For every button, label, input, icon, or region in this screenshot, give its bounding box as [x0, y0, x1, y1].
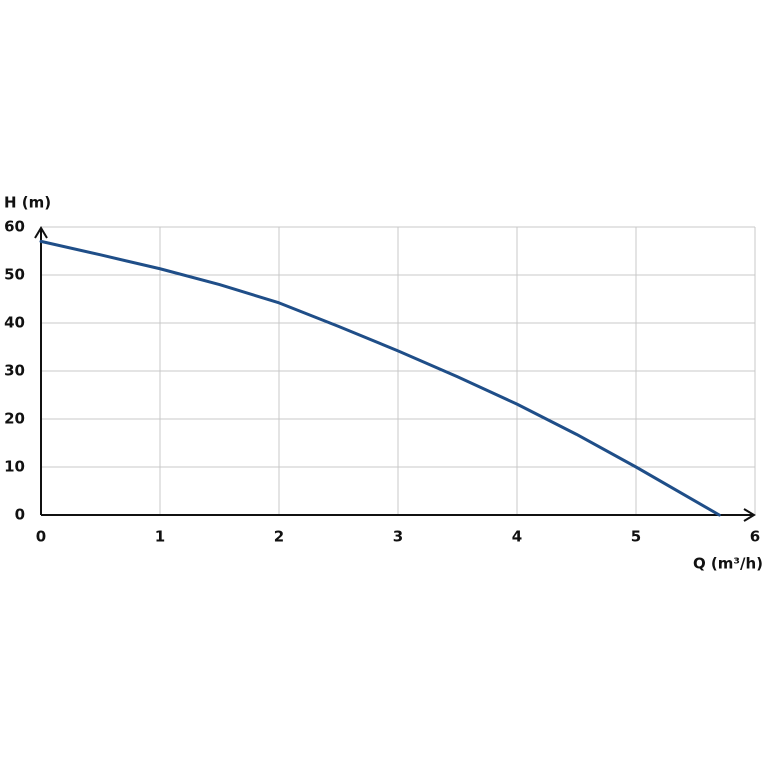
x-axis-label: Q (m³/h) — [693, 555, 763, 573]
y-tick-label: 50 — [4, 266, 25, 284]
x-tick-label: 3 — [393, 528, 403, 546]
curve — [39, 239, 721, 517]
x-tick-label: 0 — [36, 528, 46, 546]
y-arrow — [34, 226, 48, 239]
x-tick-label: 2 — [274, 528, 284, 546]
x-arrow — [743, 508, 756, 522]
x-tick-label: 5 — [631, 528, 641, 546]
y-tick-label: 0 — [15, 506, 25, 524]
y-tick-label: 40 — [4, 314, 25, 332]
y-axis-label: H (m) — [4, 194, 51, 212]
y-tick-label: 20 — [4, 410, 25, 428]
y-tick-label: 10 — [4, 458, 25, 476]
x-tick-label: 6 — [750, 528, 760, 546]
y-tick-label: 30 — [4, 362, 25, 380]
x-tick-label: 1 — [155, 528, 165, 546]
x-tick-label: 4 — [512, 528, 522, 546]
y-tick-label: 60 — [4, 218, 25, 236]
